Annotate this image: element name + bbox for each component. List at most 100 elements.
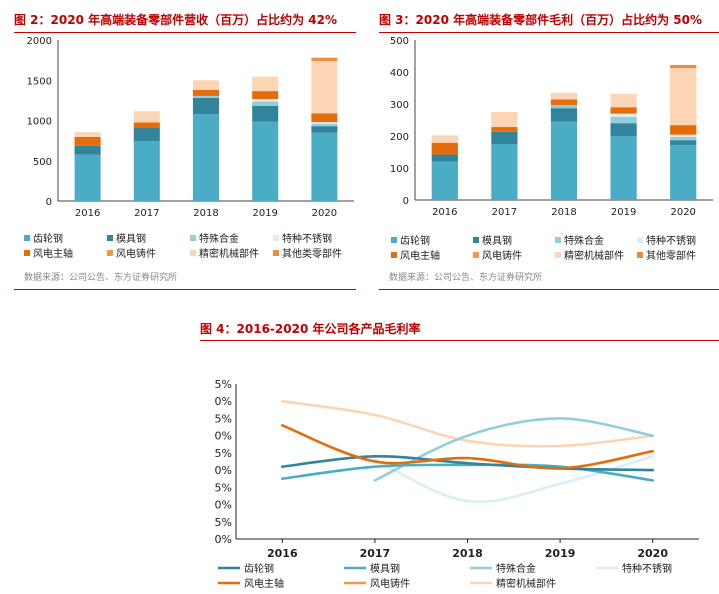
fig3-bar-segment [670,134,697,137]
fig3-bar-segment [610,93,637,108]
fig3-legend-label: 风电铸件 [482,249,522,262]
fig3-bar-segment [670,140,697,145]
fig3-bar-segment [491,112,518,128]
fig2-bar-segment [192,80,220,90]
fig3-y-tick-label: 0 [403,196,409,207]
fig2-bar-segment [252,91,279,100]
fig3-x-tick-label: 2018 [551,207,576,218]
fig3-legend-label: 特种不锈钢 [646,234,696,247]
figure-3-bottom-rule [379,289,719,290]
fig2-legend-label: 精密机械部件 [199,247,259,260]
fig3-bar-segment [610,113,637,117]
fig4-x-tick-label: 2020 [637,547,668,560]
fig3-x-tick-label: 2020 [670,207,695,218]
fig4-series-line [373,417,654,482]
fig3-bar-segment [431,154,458,162]
fig4-y-tick-label: 35% [214,412,232,425]
fig3-legend-label: 精密机械部件 [564,249,624,262]
fig3-bar-segment [610,123,637,136]
figure-4-title-rule [200,340,719,341]
fig4-legend-label: 齿轮钢 [244,562,274,575]
fig3-bar-segment [550,92,578,100]
figure-3-title: 图 3：2020 年高端装备零部件毛利（百万）占比约为 50% [379,13,703,27]
fig3-bar-segment [550,121,578,200]
fig3-legend-label: 其他零部件 [646,249,696,262]
fig3-legend-swatch [473,252,479,258]
fig3-bar-segment [610,116,637,124]
fig3-y-tick-label: 200 [390,132,409,143]
figure-2-panel: 图 2：2020 年高端装备零部件营收（百万）占比约为 42% 0 500 1000… [14,10,356,290]
fig2-legend-label: 模具钢 [116,232,146,245]
fig2-x-tick-label: 2017 [134,208,159,219]
fig4-y-tick-label: 45% [214,378,232,391]
fig2-legend-label: 其他类零部件 [282,247,342,260]
fig2-legend-swatch [273,250,279,256]
fig3-y-tick-label: 300 [390,100,409,111]
fig2-legend-swatch [190,235,196,241]
fig3-bar-segment [550,104,578,109]
fig2-y-tick-label: 500 [33,157,52,168]
fig4-y-tick-label: 20% [214,464,232,477]
fig2-legend-label: 特种不锈钢 [282,232,332,245]
fig2-legend-label: 风电主轴 [33,247,73,260]
fig3-bar-segment [610,136,637,200]
fig2-bar-segment [252,99,279,102]
fig2-y-tick-label: 1500 [27,76,52,87]
fig2-x-tick-label: 2020 [312,208,337,219]
fig4-legend-label: 模具钢 [370,562,400,575]
fig4-y-tick-label: 30% [214,430,232,443]
figure-2-bottom-rule [14,289,356,290]
figure-4-chart: 0% 5% 10% 15% 20% 25% 30% 35% 40% 45% 2016 2017 2018… [214,378,699,590]
fig2-bar-segment [311,123,338,127]
fig3-x-tick-label: 2016 [432,207,457,218]
fig4-x-tick-label: 2017 [360,547,391,560]
fig2-bar-segment [133,122,160,128]
fig3-bar-segment [670,136,697,141]
fig2-bar-segment [74,154,101,201]
fig2-bar-segment [74,145,101,155]
figure-4-panel: 图 4：2016-2020 年公司各产品毛利率 [200,319,719,594]
fig3-legend-swatch [637,252,643,258]
fig3-bar-segment [670,68,697,126]
fig3-bar-segment [670,125,697,135]
fig2-y-tick-label: 1000 [27,117,52,128]
fig2-legend-swatch [24,250,30,256]
fig3-legend-swatch [637,237,643,243]
fig3-legend-swatch [555,237,561,243]
fig2-bar-segment [133,127,160,142]
fig3-y-tick-label: 100 [390,164,409,175]
fig2-x-tick-label: 2019 [252,208,277,219]
fig2-bar-segment [192,95,220,98]
fig2-bar-segment [252,76,279,92]
fig3-legend-label: 风电主轴 [400,249,440,262]
fig2-bar-segment [252,106,279,122]
fig2-legend-swatch [273,235,279,241]
fig2-legend-label: 风电铸件 [116,247,156,260]
fig2-bar-segment [311,113,338,123]
fig2-bar-segment [311,122,338,124]
fig2-legend-swatch [24,235,30,241]
fig4-x-tick-label: 2016 [267,547,298,560]
figure-3-source: 数据来源：公司公告、东方证券研究所 [389,273,543,283]
fig4-y-tick-label: 25% [214,447,232,460]
figure-3-title-rule [379,32,719,33]
fig2-y-tick-label: 2000 [27,36,52,47]
fig3-legend-label: 特殊合金 [564,234,604,247]
fig4-y-tick-label: 5% [215,516,232,529]
fig3-bar-segment [431,135,458,143]
fig3-legend-label: 模具钢 [482,234,512,247]
fig2-bar-segment [252,101,279,107]
fig3-bar-segment [431,161,458,200]
fig2-bar-segment [192,97,220,115]
figure-2-chart: 0 500 1000 1500 2000 2016 2017 2018 2019 2020 齿轮钢 模… [24,36,354,260]
fig4-y-tick-label: 40% [214,395,232,408]
fig3-legend-swatch [555,252,561,258]
figure-2-title-rule [14,32,356,33]
figure-2-source: 数据来源：公司公告、东方证券研究所 [24,273,178,283]
fig3-bar-segment [610,107,637,114]
fig3-bar-segment [550,99,578,105]
fig2-bar-segment [311,126,338,133]
fig2-bar-segment [311,60,338,114]
fig2-legend-swatch [190,250,196,256]
fig2-legend-swatch [107,235,113,241]
